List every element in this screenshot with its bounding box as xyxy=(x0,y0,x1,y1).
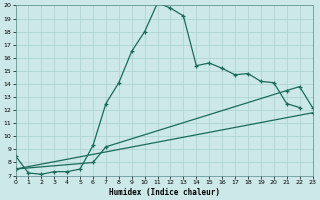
X-axis label: Humidex (Indice chaleur): Humidex (Indice chaleur) xyxy=(108,188,220,197)
